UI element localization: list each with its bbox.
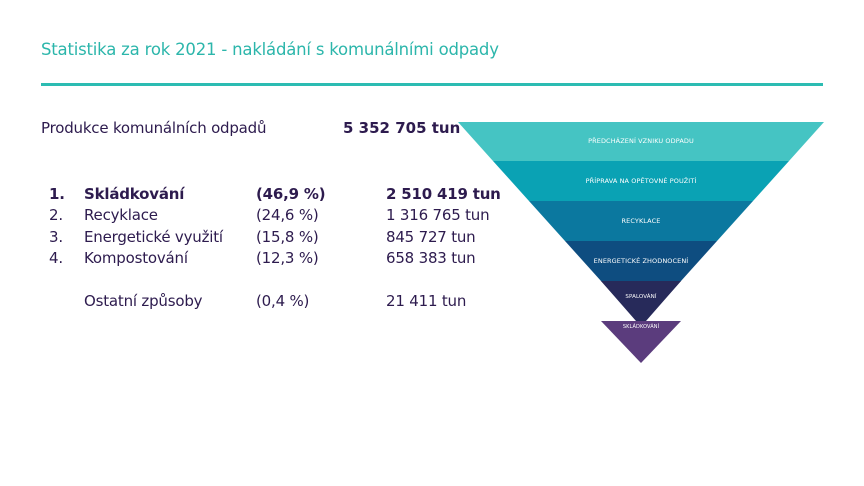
method-amount: 658 383 tun xyxy=(386,249,476,267)
method-name: Ostatní způsoby xyxy=(84,292,203,310)
page-title: Statistika za rok 2021 - nakládání s kom… xyxy=(41,40,499,59)
method-amount: 2 510 419 tun xyxy=(386,185,501,203)
method-percent: (0,4 %) xyxy=(256,292,310,310)
tier-reuse xyxy=(493,161,789,201)
method-rank: 2. xyxy=(49,206,63,224)
production-label: Produkce komunálních odpadů xyxy=(41,119,267,137)
method-rank: 1. xyxy=(49,185,65,203)
funnel-shape xyxy=(458,122,824,363)
production-value: 5 352 705 tun xyxy=(343,119,461,137)
method-percent: (12,3 %) xyxy=(256,249,319,267)
method-percent: (15,8 %) xyxy=(256,228,319,246)
method-percent: (24,6 %) xyxy=(256,206,319,224)
method-rank: 3. xyxy=(49,228,63,246)
tier-prevention xyxy=(458,122,824,161)
method-amount: 21 411 tun xyxy=(386,292,467,310)
tier-label-reuse: PŘÍPRAVA NA OPĚTOVNÉ POUŽITÍ xyxy=(585,177,697,185)
method-name: Kompostování xyxy=(84,249,188,267)
tier-label-recycling: RECYKLACE xyxy=(621,217,661,225)
title-divider xyxy=(41,83,823,86)
tier-label-energy: ENERGETICKÉ ZHODNOCENÍ xyxy=(593,257,689,265)
method-name: Energetické využití xyxy=(84,228,223,246)
method-name: Skládkování xyxy=(84,185,185,203)
tier-recycling xyxy=(529,201,753,241)
method-amount: 1 316 765 tun xyxy=(386,206,490,224)
tier-label-incineration: SPALOVÁNÍ xyxy=(625,294,657,300)
method-name: Recyklace xyxy=(84,206,158,224)
method-rank: 4. xyxy=(49,249,63,267)
tier-label-prevention: PŘEDCHÁZENÍ VZNIKU ODPADU xyxy=(588,137,694,145)
method-amount: 845 727 tun xyxy=(386,228,476,246)
tier-label-landfill: SKLÁDKOVÁNÍ xyxy=(622,324,660,330)
tier-landfill xyxy=(601,321,681,363)
tier-energy-recovery xyxy=(565,241,717,281)
method-percent: (46,9 %) xyxy=(256,185,326,203)
waste-hierarchy-funnel: PŘEDCHÁZENÍ VZNIKU ODPADU PŘÍPRAVA NA OP… xyxy=(458,122,824,364)
